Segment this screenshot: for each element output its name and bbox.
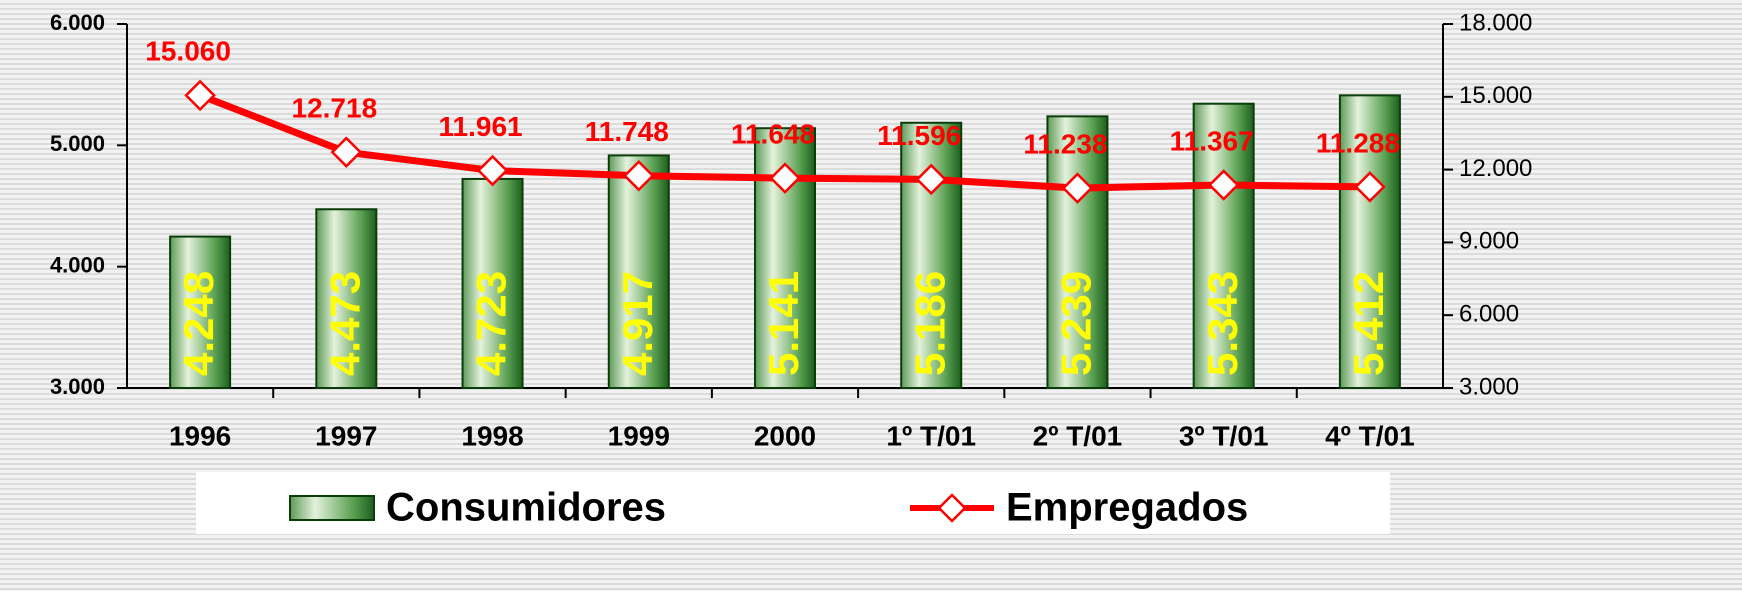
line-value-label: 11.288 — [1316, 127, 1400, 158]
bar — [1046, 115, 1109, 390]
x-tick-label: 2º T/01 — [1033, 420, 1123, 451]
bar-value-label: 5.186 — [906, 271, 953, 376]
bar — [315, 208, 378, 389]
line-value-label: 12.718 — [292, 93, 378, 124]
bar — [1192, 102, 1255, 389]
bar — [1338, 94, 1401, 390]
x-tick-label: 1º T/01 — [886, 420, 976, 451]
line-marker — [476, 154, 509, 187]
bar-value-label: 4.248 — [175, 271, 222, 376]
line-value-label: 11.596 — [877, 120, 961, 151]
legend-swatch — [289, 495, 375, 521]
x-tick-label: 3º T/01 — [1179, 420, 1269, 451]
y-tick-label: 5.000 — [50, 131, 105, 156]
x-tick-label: 1998 — [461, 420, 523, 451]
y2-tick-label: 9.000 — [1459, 228, 1519, 255]
line-marker — [769, 162, 801, 194]
x-tick-label: 1997 — [315, 420, 377, 451]
x-tick-label: 1999 — [608, 420, 670, 451]
y-tick-label: 3.000 — [50, 374, 105, 399]
legend-marker — [937, 493, 967, 523]
legend-box — [196, 472, 1390, 534]
line-value-label: 11.748 — [585, 116, 669, 147]
bar-value-label: 5.239 — [1053, 271, 1100, 376]
y2-tick-label: 12.000 — [1459, 155, 1532, 182]
line-marker — [330, 136, 363, 168]
bar — [754, 127, 816, 389]
y2-tick-label: 15.000 — [1459, 82, 1532, 109]
line-marker — [1207, 169, 1240, 201]
x-tick-label: 1996 — [169, 420, 231, 451]
line-marker — [1354, 171, 1386, 203]
y2-tick-label: 18.000 — [1459, 9, 1532, 36]
line-value-label: 11.961 — [439, 111, 523, 142]
y-tick-label: 6.000 — [50, 10, 105, 35]
line-marker — [1061, 172, 1094, 204]
bar-value-label: 4.917 — [614, 271, 661, 376]
line-value-label: 15.060 — [145, 36, 231, 67]
line-marker — [915, 163, 947, 196]
line-value-label: 11.238 — [1023, 128, 1107, 159]
x-tick-label: 4º T/01 — [1325, 420, 1415, 451]
legend-label: Empregados — [1006, 486, 1248, 530]
bar-value-label: 5.412 — [1345, 271, 1392, 376]
line-value-label: 11.367 — [1170, 125, 1254, 156]
line-marker — [623, 159, 655, 192]
bar — [169, 235, 232, 389]
x-tick-label: 2000 — [754, 420, 816, 451]
bar-value-label: 5.343 — [1199, 271, 1246, 376]
bar — [607, 154, 670, 389]
bar-value-label: 5.141 — [760, 271, 807, 376]
y2-tick-label: 6.000 — [1459, 301, 1519, 328]
bar-value-label: 4.723 — [468, 271, 515, 376]
line-value-label: 11.648 — [731, 119, 815, 150]
bar-value-label: 4.473 — [321, 271, 368, 376]
y-tick-label: 4.000 — [50, 252, 105, 277]
legend-label: Consumidores — [386, 486, 666, 530]
y2-tick-label: 3.000 — [1459, 373, 1519, 400]
line-marker — [184, 79, 216, 112]
